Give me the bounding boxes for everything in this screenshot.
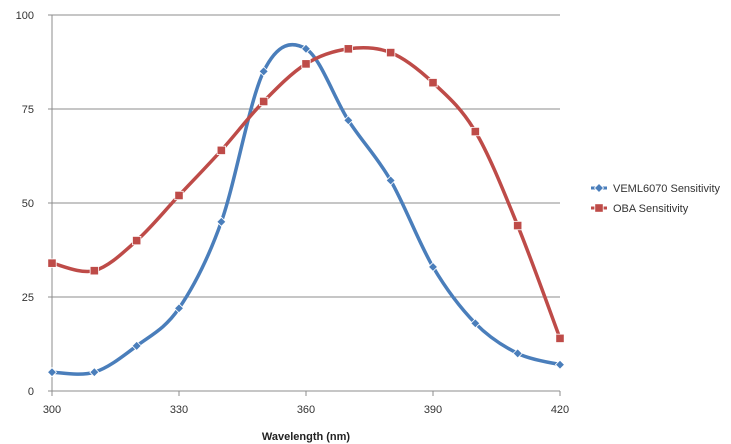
axis-layer: 0 25 50 75 100 300 330 360 390 420 [16,10,570,416]
data-point [555,333,565,343]
data-point [428,78,438,88]
y-tick-label: 50 [22,198,34,210]
x-tick-label: 390 [424,404,442,416]
data-point [470,318,481,329]
x-tick-label: 300 [43,404,61,416]
legend-item: VEML6070 Sensitivity [591,182,720,195]
data-point [427,261,439,272]
data-point [513,220,523,231]
data-point [132,235,142,246]
legend-item: OBA Sensitivity [591,203,689,215]
series-layer [46,43,566,378]
y-tick-label: 25 [22,292,34,304]
series-line [50,43,562,376]
data-point [216,216,227,227]
data-point [216,145,226,155]
data-point [512,348,523,359]
data-point [89,367,100,378]
data-point [554,359,566,370]
data-point [259,96,269,107]
data-point [300,43,312,54]
data-point [46,367,58,378]
series-oba [47,44,565,343]
legend-marker [594,203,604,213]
legend: VEML6070 Sensitivity OBA Sensitivity [591,182,720,215]
data-point [89,266,99,276]
y-tick-label: 0 [28,386,34,398]
x-tick-label: 420 [551,404,569,416]
y-tick-label: 100 [16,10,34,22]
grid-layer [52,14,560,298]
series-veml6070 [46,43,566,378]
data-point [470,126,480,137]
data-point [173,303,185,314]
data-point [385,175,396,186]
series-line [50,45,562,341]
legend-label: VEML6070 Sensitivity [613,183,720,195]
data-point [343,44,353,54]
data-point [301,59,311,69]
legend-marker [593,182,605,194]
legend-label: OBA Sensitivity [613,203,689,215]
x-axis-title: Wavelength (nm) [262,431,351,443]
x-tick-label: 360 [297,404,315,416]
data-point [174,190,184,201]
y-tick-label: 75 [22,104,34,116]
data-point [343,115,354,126]
data-point [131,340,142,351]
data-point [258,66,269,77]
x-tick-label: 330 [170,404,188,416]
data-point [47,258,57,268]
data-point [386,48,396,58]
